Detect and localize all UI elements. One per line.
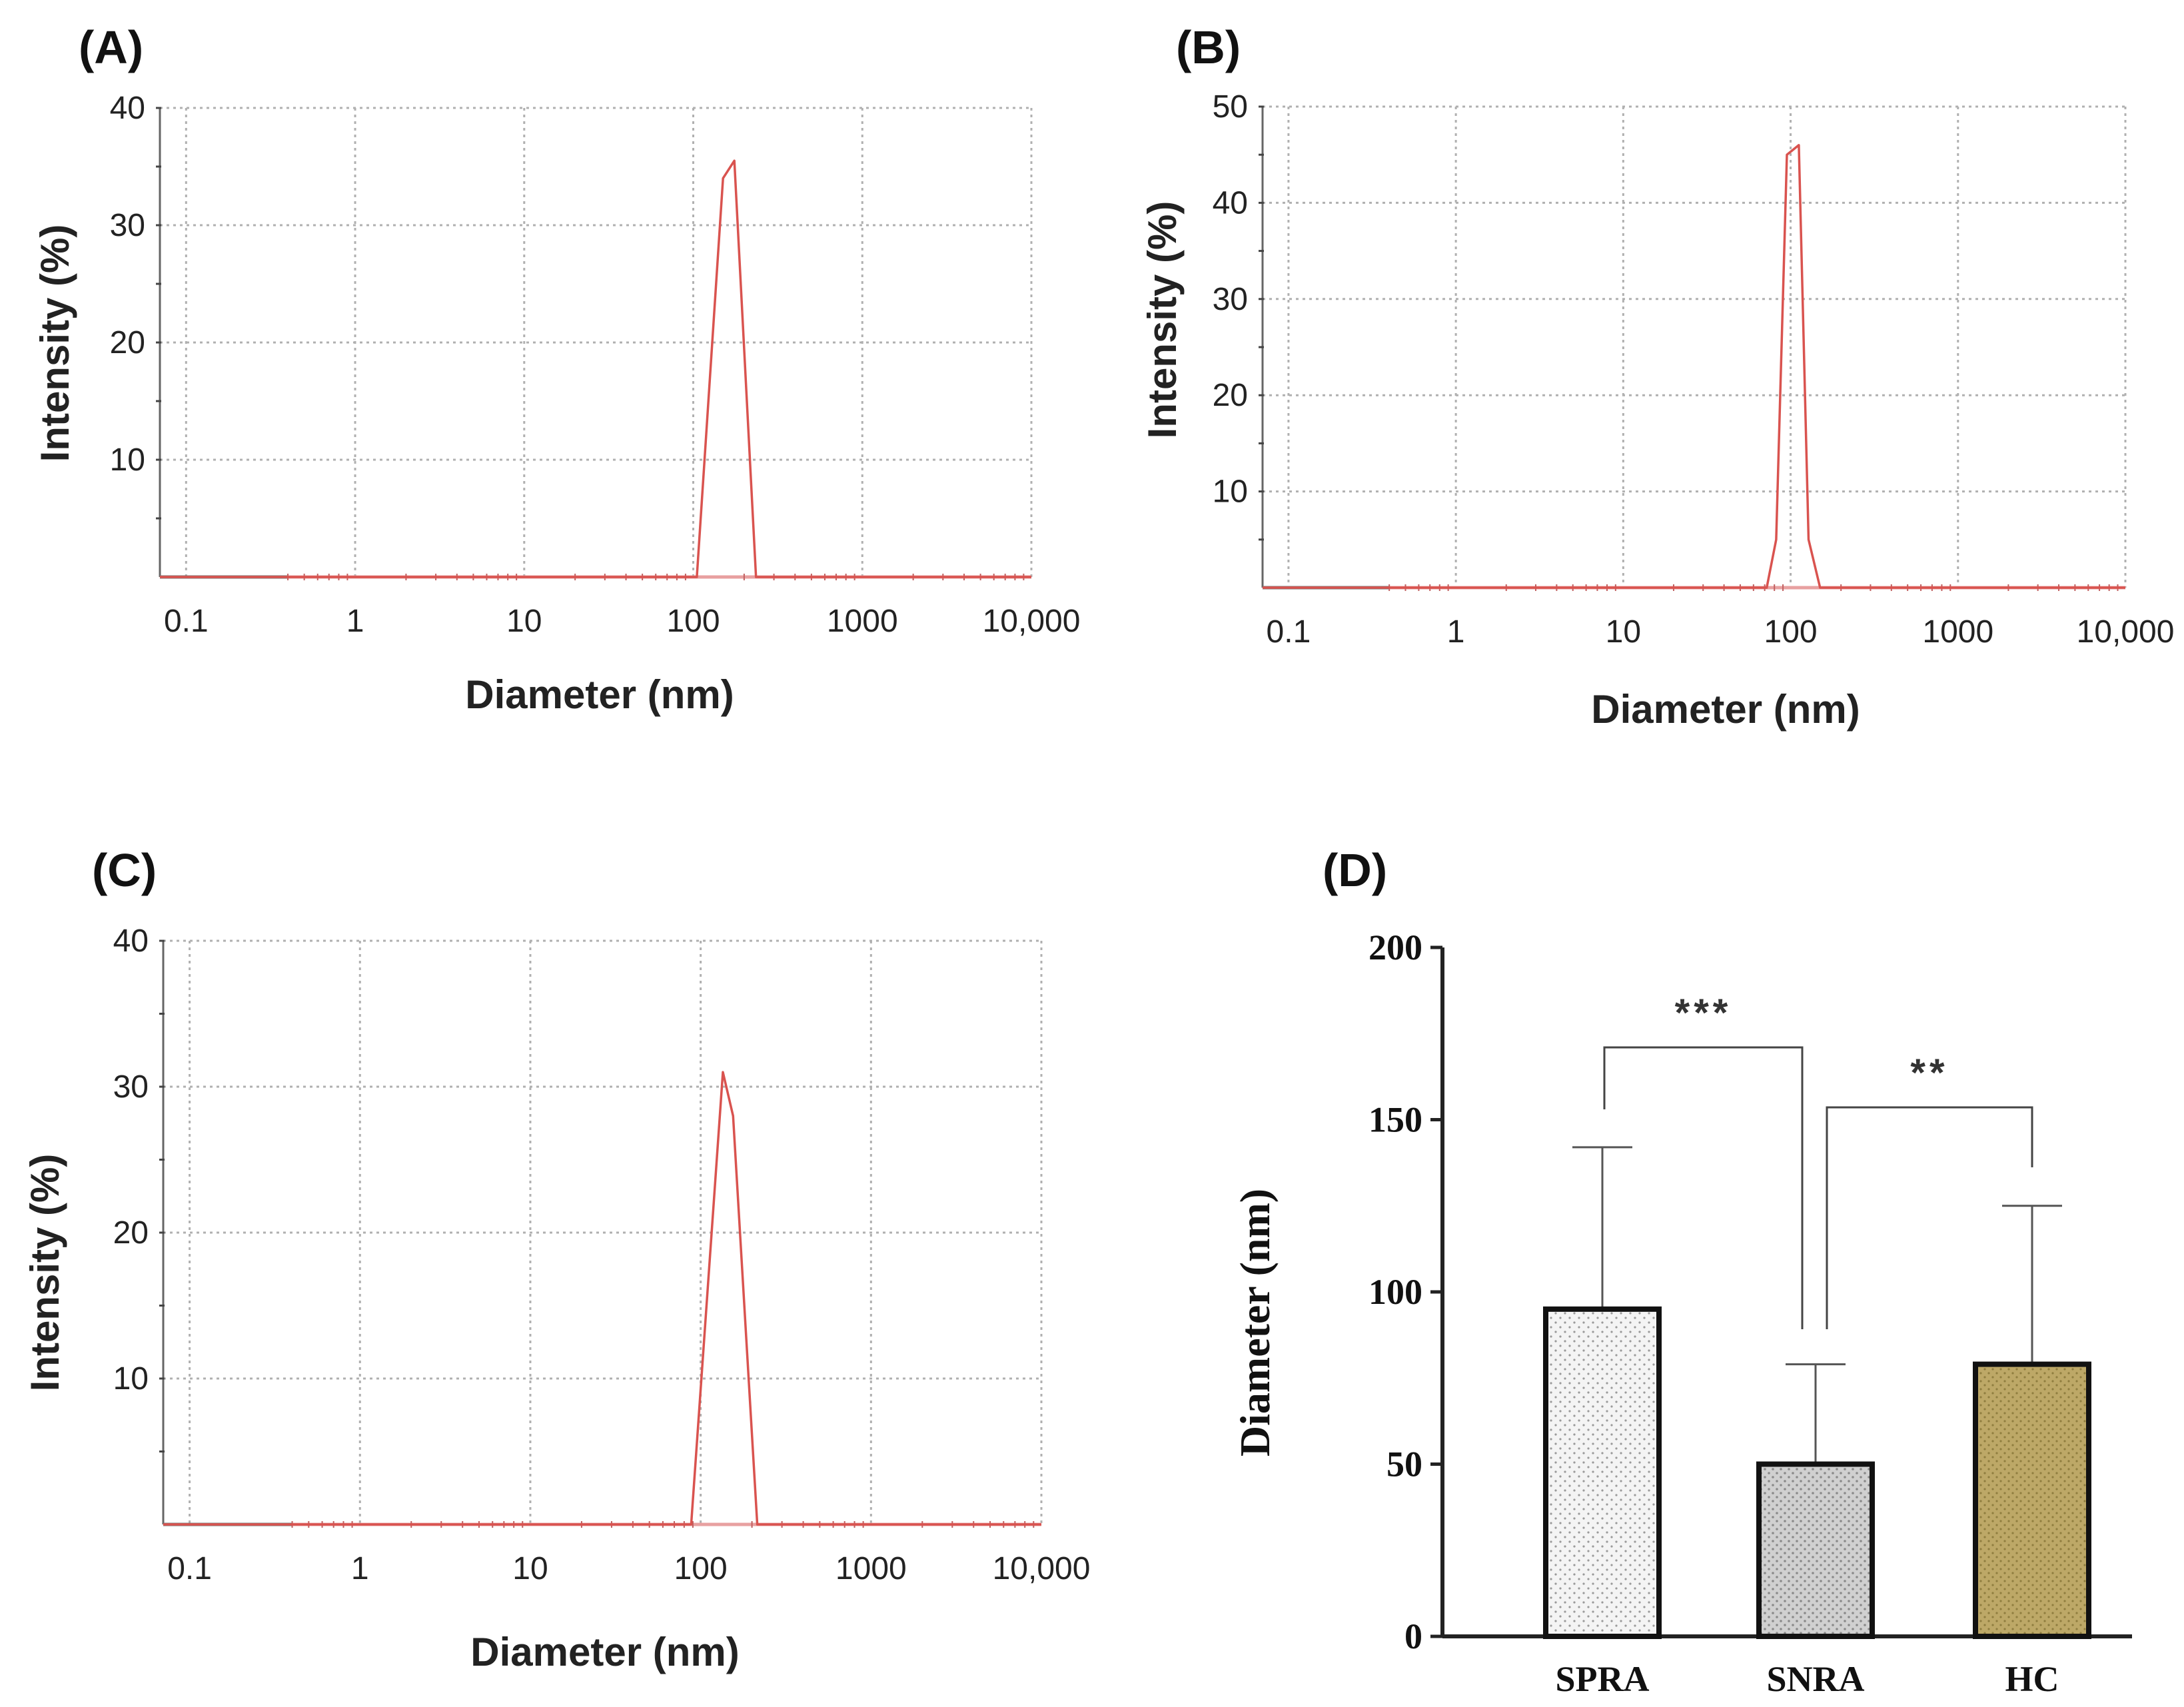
significance-bracket <box>1826 1106 2033 1329</box>
x-tick-label: 10 <box>506 604 542 639</box>
panel-c-xlabel: Diameter (nm) <box>470 1630 739 1674</box>
y-tick-label: 200 <box>1368 927 1422 967</box>
bar-hc <box>1973 1361 2091 1639</box>
x-tick-label: 1000 <box>1922 614 1993 650</box>
x-tick-label: 1 <box>351 1551 369 1586</box>
y-tick-label: 30 <box>110 208 145 243</box>
panel-c-ylabel: Intensity (%) <box>23 1154 67 1392</box>
panel-d-ylabel: Diameter (nm) <box>1231 1189 1279 1456</box>
panel-a-ylabel: Intensity (%) <box>33 225 77 462</box>
y-tick-label: 100 <box>1368 1272 1422 1312</box>
bar-spra <box>1543 1306 1662 1639</box>
y-tick-label: 10 <box>1213 474 1248 510</box>
y-tick-label: 50 <box>1213 89 1248 125</box>
y-tick-label: 40 <box>110 91 145 126</box>
y-tick-label: 20 <box>110 325 145 360</box>
category-label: SPRA <box>1555 1659 1649 1699</box>
significance-label: *** <box>1675 991 1732 1035</box>
y-tick-label: 30 <box>1213 282 1248 317</box>
panel-a-label: (A) <box>79 21 143 73</box>
x-tick-label: 10 <box>512 1551 548 1586</box>
y-tick-label: 50 <box>1386 1444 1422 1484</box>
plot-a: 10 20 30 40 0.1 1 10 100 1000 10,000 <box>110 91 1081 639</box>
panel-c: (C) 10 20 30 40 0.1 1 10 100 1000 10,000 Diameter… <box>23 844 1090 1674</box>
plot-c: 10 20 30 40 0.1 1 10 100 1000 10,000 <box>113 923 1091 1586</box>
intensity-curve <box>1263 144 2125 589</box>
x-tick-label: 0.1 <box>1267 614 1311 650</box>
panel-b-label: (B) <box>1176 21 1241 73</box>
intensity-curve <box>163 1071 1041 1526</box>
x-tick-label: 1000 <box>827 604 898 639</box>
panel-d-label: (D) <box>1323 844 1387 896</box>
category-label: HC <box>2005 1659 2059 1699</box>
panel-b-xlabel: Diameter (nm) <box>1591 687 1860 732</box>
y-tick-label: 40 <box>113 923 149 959</box>
y-tick-label: 10 <box>113 1361 149 1397</box>
y-tick-label: 20 <box>113 1215 149 1251</box>
y-tick-label: 10 <box>110 442 145 478</box>
x-tick-label: 1000 <box>835 1551 907 1586</box>
significance-label: ** <box>1910 1051 1948 1095</box>
panel-a-xlabel: Diameter (nm) <box>465 672 734 717</box>
x-tick-label: 100 <box>666 604 720 639</box>
panel-b: (B) 10 20 30 40 50 0.1 1 10 100 1000 10,000 Diamet… <box>1140 21 2174 732</box>
x-tick-label: 10,000 <box>2077 614 2175 650</box>
x-tick-label: 100 <box>1764 614 1818 650</box>
x-tick-label: 0.1 <box>164 604 209 639</box>
x-tick-label: 1 <box>346 604 364 639</box>
x-tick-label: 10,000 <box>983 604 1081 639</box>
x-tick-label: 0.1 <box>167 1551 212 1586</box>
category-label: SNRA <box>1766 1659 1864 1699</box>
y-tick-label: 150 <box>1368 1100 1422 1140</box>
plot-b: 10 20 30 40 50 0.1 1 10 100 1000 10,000 <box>1213 89 2175 650</box>
x-tick-label: 100 <box>674 1551 728 1586</box>
panel-a: (A) 10 20 30 40 0.1 1 10 100 1000 10,000 Diameter… <box>33 21 1080 717</box>
intensity-curve <box>160 159 1031 578</box>
bar-snra <box>1756 1461 1875 1639</box>
x-tick-label: 1 <box>1447 614 1465 650</box>
y-tick-label: 30 <box>113 1069 149 1105</box>
panel-b-ylabel: Intensity (%) <box>1140 201 1185 439</box>
y-tick-label: 40 <box>1213 185 1248 221</box>
y-tick-label: 20 <box>1213 378 1248 413</box>
x-tick-label: 10 <box>1606 614 1641 650</box>
y-tick-label: 0 <box>1404 1616 1422 1656</box>
significance-bracket <box>1603 1046 1804 1329</box>
panel-c-label: (C) <box>92 844 157 896</box>
x-tick-label: 10,000 <box>993 1551 1091 1586</box>
